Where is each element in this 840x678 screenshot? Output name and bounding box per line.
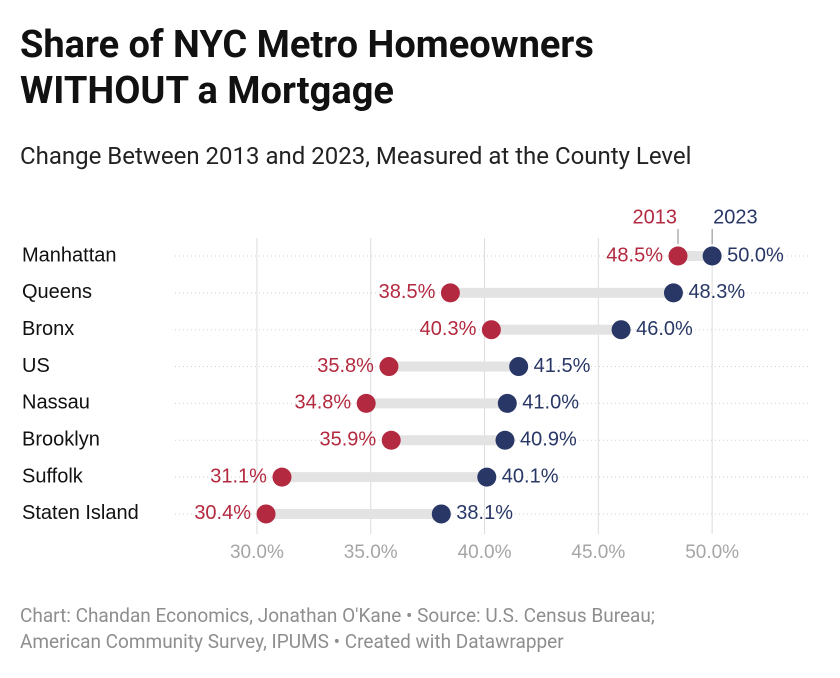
chart: 30.0% 35.0% 40.0% 45.0% 50.0% Manhattan 48.5% 5… [22,206,810,563]
value-label: 40.1% [502,465,559,487]
category-label: Nassau [22,392,90,414]
range-bar [281,472,487,483]
value-label: 31.1% [210,465,267,487]
range-bar [391,435,506,446]
legend-label: 2013 [632,206,677,228]
category-label: Suffolk [22,465,84,487]
x-tick-label: 50.0% [685,542,739,563]
value-label: 41.0% [522,392,579,414]
dot [668,246,688,266]
dot [611,320,631,340]
range-bar [366,398,508,409]
dot [256,504,276,524]
category-label: Brooklyn [22,429,100,451]
value-label: 38.5% [379,281,436,303]
chart-title: Share of NYC Metro Homeowners WITHOUT a … [20,23,594,113]
range-bar [677,251,713,261]
category-label: Bronx [22,318,74,340]
dot [497,393,517,413]
dot [356,393,376,413]
category-label: Staten Island [22,502,139,524]
dot [431,504,451,524]
category-label: Queens [22,281,92,303]
range-bar [388,361,519,372]
chart-source: Chart: Chandan Economics, Jonathan O'Kan… [20,604,655,653]
category-label: US [22,355,50,377]
dot [481,320,501,340]
dot [702,246,722,266]
dot [477,467,497,487]
range-bar [266,508,442,519]
value-label: 40.9% [520,429,577,451]
x-tick-label: 40.0% [458,542,512,563]
dot [379,357,399,377]
value-label: 40.3% [420,318,477,340]
value-label: 46.0% [636,318,693,340]
category-label: Manhattan [22,244,117,266]
dot [440,283,460,303]
value-label: 41.5% [534,355,591,377]
legend-label: 2023 [713,206,758,228]
x-tick-label: 45.0% [571,542,625,563]
dot [272,467,292,487]
x-tick-label: 35.0% [344,542,398,563]
x-tick-label: 30.0% [230,542,284,563]
range-bar [450,287,674,298]
value-label: 35.9% [319,429,376,451]
value-label: 30.4% [194,502,251,524]
range-bar [491,324,622,335]
dot [495,430,515,450]
dot [381,430,401,450]
value-label: 35.8% [317,355,374,377]
dot [509,357,529,377]
dot [663,283,683,303]
chart-subtitle: Change Between 2013 and 2023, Measured a… [20,142,692,170]
value-label: 48.3% [688,281,745,303]
value-label: 50.0% [727,244,784,266]
value-label: 34.8% [294,392,351,414]
value-label: 48.5% [606,244,663,266]
value-label: 38.1% [456,502,513,524]
